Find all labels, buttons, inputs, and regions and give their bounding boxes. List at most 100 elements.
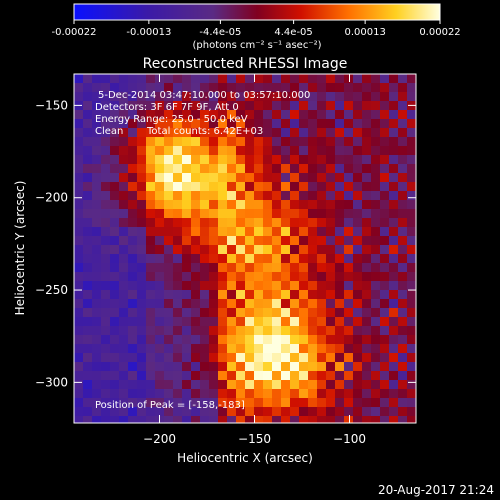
heatmap-cell	[299, 416, 309, 423]
heatmap-cell	[236, 362, 246, 372]
heatmap-cell	[326, 182, 336, 192]
heatmap-cell	[299, 200, 309, 210]
heatmap-cell	[380, 200, 390, 210]
heatmap-cell	[281, 308, 291, 318]
heatmap-cell	[371, 236, 381, 246]
heatmap-cell	[146, 101, 156, 111]
heatmap-cell	[272, 110, 282, 120]
heatmap-cell	[326, 308, 336, 318]
heatmap-cell	[254, 128, 264, 138]
heatmap-cell	[227, 389, 237, 399]
heatmap-cell	[173, 281, 183, 291]
heatmap-cell	[326, 245, 336, 255]
heatmap-cell	[236, 101, 246, 111]
heatmap-cell	[218, 416, 228, 423]
heatmap-cell	[317, 263, 327, 273]
heatmap-cell	[353, 371, 363, 381]
heatmap-cell	[74, 236, 84, 246]
heatmap-cell	[191, 362, 201, 372]
heatmap-cell	[119, 245, 129, 255]
heatmap-cell	[83, 317, 93, 327]
heatmap-cell	[380, 407, 390, 417]
heatmap-cell	[344, 173, 354, 183]
heatmap-cell	[146, 398, 156, 408]
heatmap-cell	[389, 362, 399, 372]
heatmap-cell	[146, 272, 156, 282]
heatmap-cell	[263, 317, 273, 327]
heatmap-cell	[155, 155, 165, 165]
heatmap-cell	[254, 389, 264, 399]
heatmap-cell	[209, 290, 219, 300]
heatmap-cell	[92, 83, 102, 93]
heatmap-cell	[254, 407, 264, 417]
heatmap-cell	[218, 128, 228, 138]
heatmap-cell	[209, 92, 219, 102]
heatmap-cell	[290, 218, 300, 228]
heatmap-cell	[173, 236, 183, 246]
heatmap-cell	[281, 200, 291, 210]
heatmap-cell	[344, 155, 354, 165]
heatmap-cell	[326, 218, 336, 228]
heatmap-cell	[263, 101, 273, 111]
heatmap-cell	[407, 308, 416, 318]
heatmap-cell	[317, 371, 327, 381]
heatmap-cell	[128, 362, 138, 372]
heatmap-cell	[407, 92, 416, 102]
heatmap-cell	[263, 290, 273, 300]
heatmap-cell	[380, 110, 390, 120]
heatmap-cell	[308, 281, 318, 291]
heatmap-cell	[317, 227, 327, 237]
heatmap-cell	[335, 398, 345, 408]
heatmap-cell	[227, 362, 237, 372]
heatmap-cell	[128, 128, 138, 138]
heatmap-cell	[83, 191, 93, 201]
heatmap-cell	[272, 191, 282, 201]
heatmap-cell	[398, 326, 408, 336]
heatmap-cell	[299, 272, 309, 282]
heatmap-cell	[164, 416, 174, 423]
heatmap-cell	[236, 317, 246, 327]
heatmap-cell	[362, 263, 372, 273]
heatmap-cell	[137, 236, 147, 246]
heatmap-cell	[164, 110, 174, 120]
heatmap-cell	[326, 146, 336, 156]
heatmap-cell	[290, 200, 300, 210]
heatmap-cell	[137, 173, 147, 183]
heatmap-cell	[137, 272, 147, 282]
heatmap-cell	[155, 209, 165, 219]
heatmap-cell	[254, 353, 264, 363]
heatmap-cell	[101, 263, 111, 273]
heatmap-cell	[137, 83, 147, 93]
heatmap-cell	[74, 398, 84, 408]
heatmap-cell	[398, 191, 408, 201]
heatmap-cell	[92, 344, 102, 354]
heatmap-cell	[182, 353, 192, 363]
heatmap-cell	[353, 137, 363, 147]
heatmap-cell	[281, 191, 291, 201]
heatmap-cell	[398, 146, 408, 156]
heatmap-cell	[407, 83, 416, 93]
heatmap-cell	[335, 416, 345, 423]
heatmap-cell	[191, 236, 201, 246]
heatmap-cell	[101, 110, 111, 120]
heatmap-cell	[182, 272, 192, 282]
heatmap-cell	[146, 416, 156, 423]
heatmap-cell	[146, 92, 156, 102]
heatmap-cell	[83, 344, 93, 354]
heatmap-cell	[92, 200, 102, 210]
heatmap-cell	[344, 317, 354, 327]
heatmap-cell	[227, 227, 237, 237]
heatmap-cell	[254, 362, 264, 372]
heatmap-cell	[344, 101, 354, 111]
heatmap-cell	[236, 254, 246, 264]
heatmap-cell	[191, 272, 201, 282]
heatmap-cell	[389, 389, 399, 399]
heatmap-cell	[146, 74, 156, 84]
heatmap-cell	[299, 209, 309, 219]
heatmap-cell	[389, 335, 399, 345]
heatmap-cell	[236, 146, 246, 156]
heatmap-cell	[245, 146, 255, 156]
heatmap-cell	[155, 290, 165, 300]
heatmap-cell	[146, 128, 156, 138]
heatmap-cell	[74, 227, 84, 237]
